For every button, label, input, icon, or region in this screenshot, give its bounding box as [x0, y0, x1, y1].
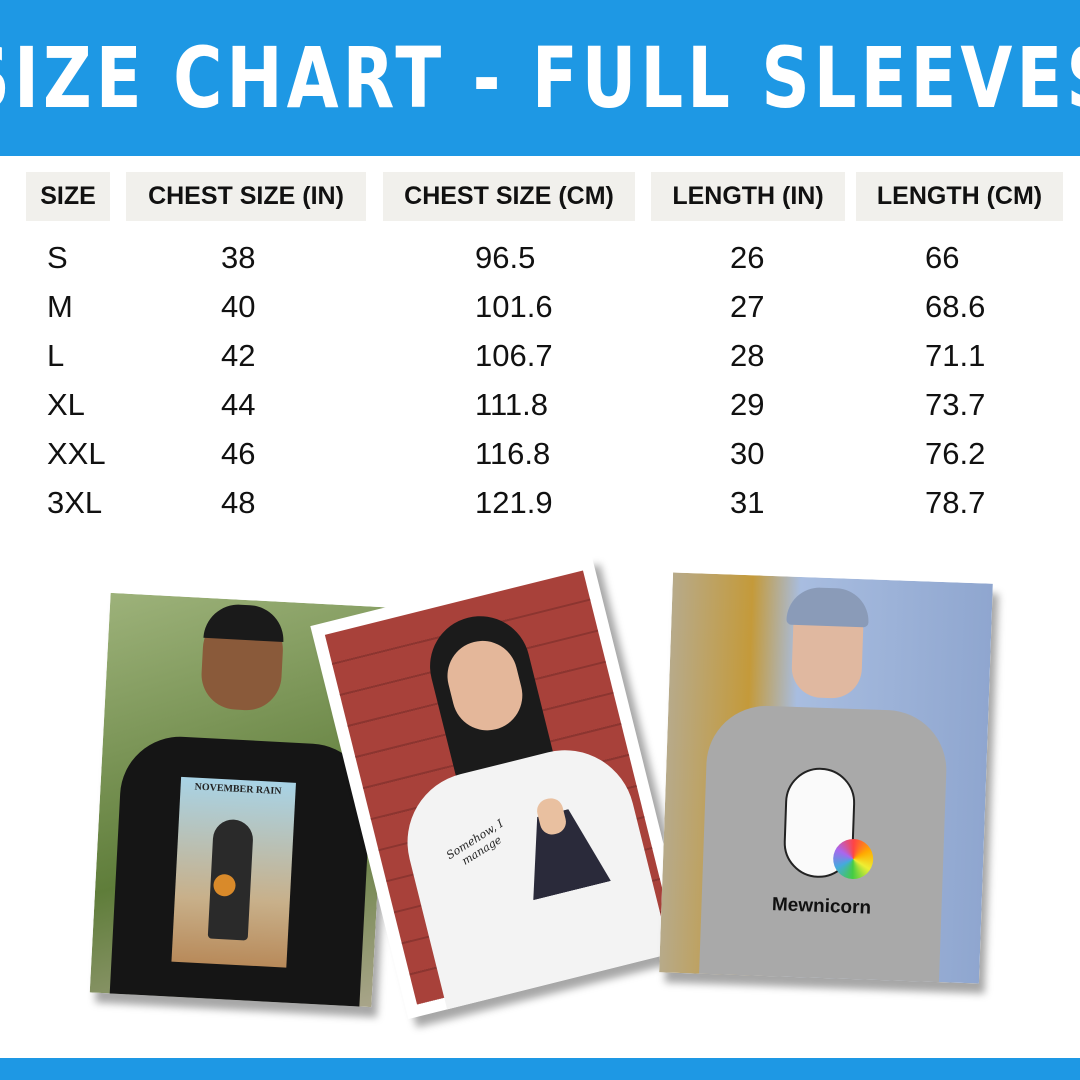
table-cell: 48	[221, 485, 256, 520]
column-header: SIZE	[26, 172, 110, 221]
table-cell: M	[47, 289, 73, 324]
table-cell: 78.7	[925, 485, 986, 520]
table-cell: 44	[221, 387, 256, 422]
column-header: LENGTH (CM)	[856, 172, 1063, 221]
table-cell: 28	[730, 338, 765, 373]
table-cell: 46	[221, 436, 256, 471]
table-cell: 121.9	[475, 485, 553, 520]
table-cell: 73.7	[925, 387, 986, 422]
table-cell: 116.8	[475, 436, 551, 471]
table-cell: 71.1	[925, 338, 986, 373]
table-cell: 68.6	[925, 289, 986, 324]
title-banner: SIZE CHART - FULL SLEEVES	[0, 0, 1080, 156]
table-cell: 111.8	[475, 387, 548, 422]
table-cell: 40	[221, 289, 256, 324]
page-title: SIZE CHART - FULL SLEEVES	[0, 29, 1080, 127]
column-header: CHEST SIZE (CM)	[383, 172, 635, 221]
table-cell: S	[47, 240, 68, 275]
bottom-bar	[0, 1058, 1080, 1080]
column-header: LENGTH (IN)	[651, 172, 845, 221]
table-cell: 106.7	[475, 338, 553, 373]
table-cell: 30	[730, 436, 765, 471]
table-cell: 38	[221, 240, 256, 275]
table-cell: XXL	[47, 436, 106, 471]
photo-grey-shirt: Mewnicorn	[659, 572, 993, 984]
table-cell: 26	[730, 240, 765, 275]
table-cell: 27	[730, 289, 765, 324]
shirt-print-text: NOVEMBER RAIN	[194, 781, 282, 798]
table-cell: 31	[730, 485, 765, 520]
table-cell: XL	[47, 387, 85, 422]
table-cell: 76.2	[925, 436, 986, 471]
column-header: CHEST SIZE (IN)	[126, 172, 366, 221]
table-cell: L	[47, 338, 65, 373]
table-cell: 96.5	[475, 240, 536, 275]
table-cell: 101.6	[475, 289, 553, 324]
table-cell: 66	[925, 240, 960, 275]
table-cell: 29	[730, 387, 765, 422]
table-cell: 3XL	[47, 485, 103, 520]
table-cell: 42	[221, 338, 256, 373]
